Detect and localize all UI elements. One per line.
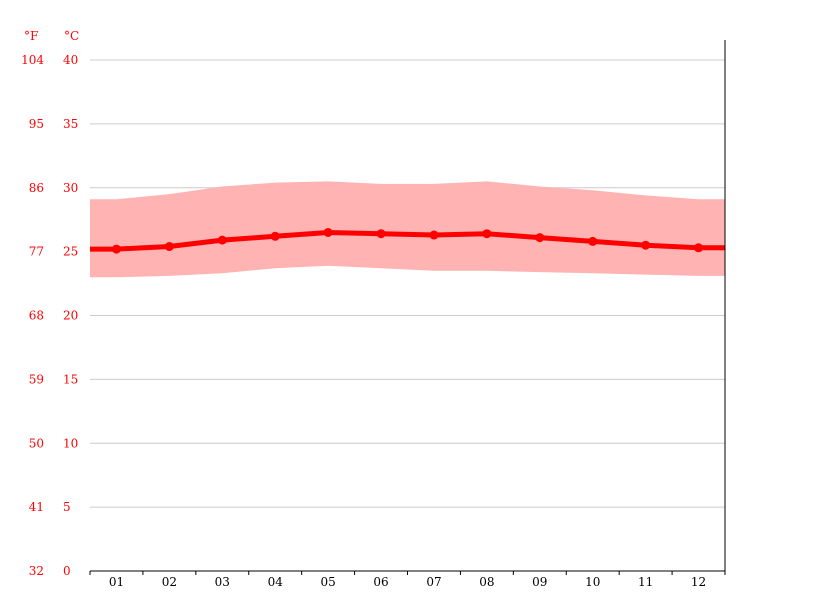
average-temperature-point (217, 235, 227, 245)
month-tick-label: 09 (532, 575, 547, 589)
fahrenheit-tick-label: 41 (29, 500, 44, 514)
average-temperature-point (694, 243, 704, 253)
month-tick-label: 03 (215, 575, 230, 589)
range-band-layer (90, 181, 725, 278)
average-temperature-point (323, 227, 333, 237)
celsius-tick-label: 30 (63, 181, 78, 195)
celsius-unit-label: °C (64, 29, 79, 43)
grid-layer (90, 59, 725, 508)
celsius-tick-label: 15 (63, 372, 78, 386)
month-tick-label: 02 (162, 575, 177, 589)
celsius-tick-label: 0 (63, 564, 71, 578)
fahrenheit-tick-label: 59 (29, 372, 44, 386)
average-temperature-point (429, 230, 439, 240)
average-temperature-point (270, 231, 280, 241)
celsius-tick-label: 20 (63, 309, 78, 323)
month-tick-label: 11 (638, 575, 653, 589)
average-temperature-line (90, 230, 725, 252)
month-tick-label: 06 (373, 575, 388, 589)
month-tick-label: 10 (585, 575, 600, 589)
average-temperature-point (482, 229, 492, 239)
celsius-tick-label: 35 (63, 117, 78, 131)
average-temperature-point (111, 244, 121, 254)
fahrenheit-tick-label: 95 (29, 117, 44, 131)
fahrenheit-tick-label: 32 (29, 564, 44, 578)
fahrenheit-tick-label: 68 (29, 309, 44, 323)
temperature-range-band (90, 181, 725, 278)
fahrenheit-unit-label: °F (24, 29, 38, 43)
month-tick-label: 12 (691, 575, 706, 589)
average-line-layer (90, 227, 725, 254)
celsius-tick-label: 40 (63, 53, 78, 67)
month-tick-label: 07 (426, 575, 441, 589)
celsius-tick-label: 10 (63, 436, 78, 450)
month-tick-label: 04 (268, 575, 284, 589)
month-tick-label: 05 (320, 575, 335, 589)
average-temperature-point (641, 240, 651, 250)
fahrenheit-tick-label: 77 (29, 245, 44, 259)
fahrenheit-tick-label: 86 (29, 181, 44, 195)
fahrenheit-tick-label: 50 (29, 436, 44, 450)
celsius-tick-label: 5 (63, 500, 71, 514)
average-temperature-point (376, 229, 386, 239)
average-temperature-point (535, 233, 545, 243)
fahrenheit-tick-label: 104 (21, 53, 44, 67)
average-temperature-point (588, 236, 598, 246)
month-tick-label: 08 (479, 575, 494, 589)
axis-layer: °F °C 104 40 95 35 86 30 77 25 68 20 59 15 50 10 41 5 32… (21, 29, 726, 589)
average-temperature-point (164, 242, 174, 252)
celsius-tick-label: 25 (63, 245, 78, 259)
month-tick-label: 01 (109, 575, 124, 589)
